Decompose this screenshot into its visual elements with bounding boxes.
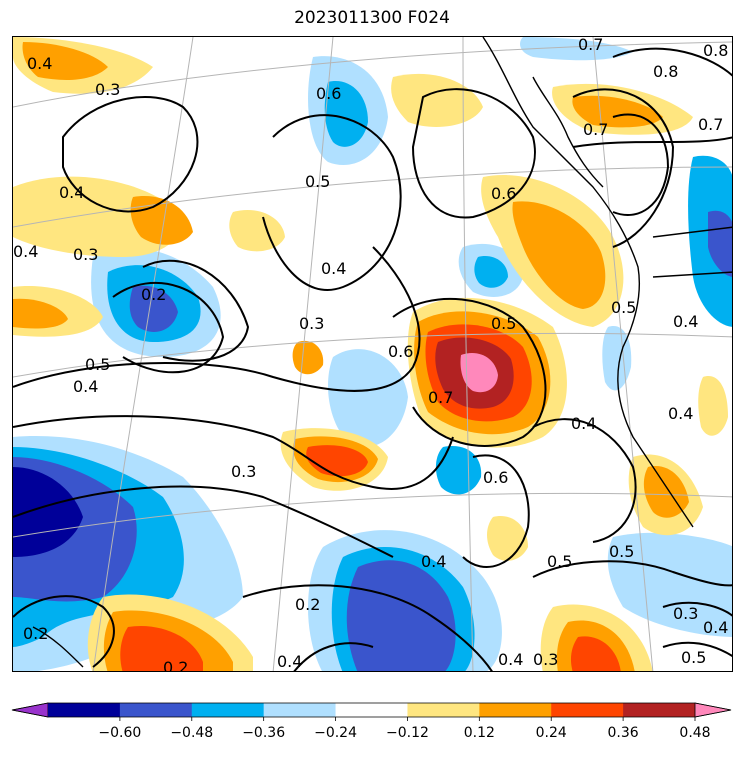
negative-anomaly-region <box>435 446 482 495</box>
chart-title: 2023011300 F024 <box>294 8 450 28</box>
contour-label: 0.5 <box>85 355 110 374</box>
contour-label: 0.4 <box>277 652 302 671</box>
contour-label: 0.4 <box>703 618 728 637</box>
colorbar-segment <box>119 703 193 717</box>
contour-label: 0.8 <box>653 62 678 81</box>
contour-label: 0.6 <box>316 84 341 103</box>
contour-label: 0.3 <box>231 462 256 481</box>
positive-anomaly-region <box>570 636 621 671</box>
positive-anomaly-region <box>572 95 663 128</box>
negative-anomaly-region <box>129 285 178 332</box>
contour-labels: 0.4 0.3 0.6 0.5 0.6 0.7 0.8 0.7 0.7 0.8 … <box>13 37 728 672</box>
contour-label: 0.2 <box>295 595 320 614</box>
negative-anomaly-region <box>708 210 732 277</box>
contour-label: 0.8 <box>703 41 728 60</box>
negative-anomaly-region <box>324 81 368 147</box>
contour-label: 0.4 <box>321 259 346 278</box>
contour-label: 0.3 <box>533 650 558 669</box>
contour-label: 0.5 <box>611 298 636 317</box>
colorbar-tick-label: 0.48 <box>679 725 710 741</box>
positive-anomaly-region <box>229 209 285 252</box>
contour-label: 0.7 <box>698 115 723 134</box>
map-canvas: 0.4 0.3 0.6 0.5 0.6 0.7 0.8 0.7 0.7 0.8 … <box>13 37 732 672</box>
colorbar-ticks: −0.60 −0.48 −0.36 −0.24 −0.12 0.12 0.24 0.36 0.4… <box>98 717 711 741</box>
contour-label: 0.5 <box>305 172 330 191</box>
contour-label: 0.4 <box>498 650 523 669</box>
negative-anomaly-region <box>602 326 632 391</box>
colorbar-tick-label: −0.12 <box>386 725 429 741</box>
colorbar-tick-label: 0.12 <box>464 725 495 741</box>
colorbar-segment <box>623 703 696 717</box>
contour-label: 0.7 <box>578 37 603 54</box>
colorbar-segment <box>48 703 121 717</box>
colorbar-tick-label: −0.48 <box>170 725 213 741</box>
contour-label: 0.4 <box>59 183 84 202</box>
contour-label: 0.7 <box>583 120 608 139</box>
contour-label: 0.6 <box>491 184 516 203</box>
positive-anomaly-region <box>391 73 483 127</box>
negative-anomaly-region <box>474 256 508 288</box>
contour-label: 0.3 <box>73 245 98 264</box>
negative-anomaly-region <box>328 349 408 447</box>
positive-anomaly-region <box>120 626 203 671</box>
contour-label: 0.6 <box>388 342 413 361</box>
contour-label: 0.5 <box>681 648 706 667</box>
contour-label: 0.4 <box>13 242 38 261</box>
colorbar-segment <box>335 703 408 717</box>
negative-anomaly-region <box>346 560 456 671</box>
contour-layer <box>13 47 732 671</box>
positive-anomaly-region <box>306 445 368 477</box>
colorbar-extend-high <box>694 702 732 718</box>
contour-label: 0.4 <box>668 404 693 423</box>
contour-label: 0.5 <box>491 314 516 333</box>
contour-label: 0.6 <box>483 468 508 487</box>
negative-anomaly-region <box>520 37 633 61</box>
graticule <box>13 37 732 671</box>
colorbar: −0.60 −0.48 −0.36 −0.24 −0.12 0.12 0.24 0.36 0.4… <box>11 702 732 741</box>
contour-label: 0.2 <box>163 658 188 672</box>
positive-anomaly-region <box>698 376 728 436</box>
shading-layer <box>13 37 732 671</box>
colorbar-tick-label: −0.24 <box>314 725 357 741</box>
contour-label: 0.5 <box>609 542 634 561</box>
contour-label: 0.2 <box>141 285 166 304</box>
colorbar-segment <box>551 703 624 717</box>
negative-anomaly-region <box>607 532 732 637</box>
colorbar-segment <box>479 703 552 717</box>
positive-anomaly-region <box>22 42 109 80</box>
positive-anomaly-region <box>512 201 606 309</box>
positive-anomaly-region <box>292 340 324 375</box>
colorbar-extend-low <box>11 702 49 718</box>
colorbar-tick-label: 0.36 <box>608 725 639 741</box>
contour-label: 0.2 <box>23 624 48 643</box>
contour-label: 0.4 <box>73 377 98 396</box>
contour-label: 0.3 <box>673 604 698 623</box>
map-panel: 0.4 0.3 0.6 0.5 0.6 0.7 0.8 0.7 0.7 0.8 … <box>12 36 733 672</box>
colorbar-segment <box>191 703 265 717</box>
coastline-layer <box>32 37 732 668</box>
contour-label: 0.4 <box>421 552 446 571</box>
colorbar-segment <box>407 703 480 717</box>
colorbar-segment <box>263 703 337 717</box>
contour-label: 0.5 <box>547 552 572 571</box>
colorbar-tick-label: −0.60 <box>98 725 141 741</box>
positive-anomaly-region <box>487 516 528 561</box>
contour-label: 0.3 <box>299 314 324 333</box>
contour-label: 0.3 <box>95 80 120 99</box>
positive-anomaly-region <box>13 298 68 329</box>
contour-label: 0.4 <box>673 312 698 331</box>
colorbar-segments <box>11 702 732 718</box>
contour-label: 0.4 <box>571 414 596 433</box>
contour-label: 0.7 <box>428 388 453 407</box>
colorbar-outline <box>11 702 732 718</box>
colorbar-tick-label: 0.24 <box>536 725 567 741</box>
colorbar-tick-label: −0.36 <box>242 725 285 741</box>
positive-anomaly-region <box>460 353 498 393</box>
contour-label: 0.4 <box>27 54 52 73</box>
